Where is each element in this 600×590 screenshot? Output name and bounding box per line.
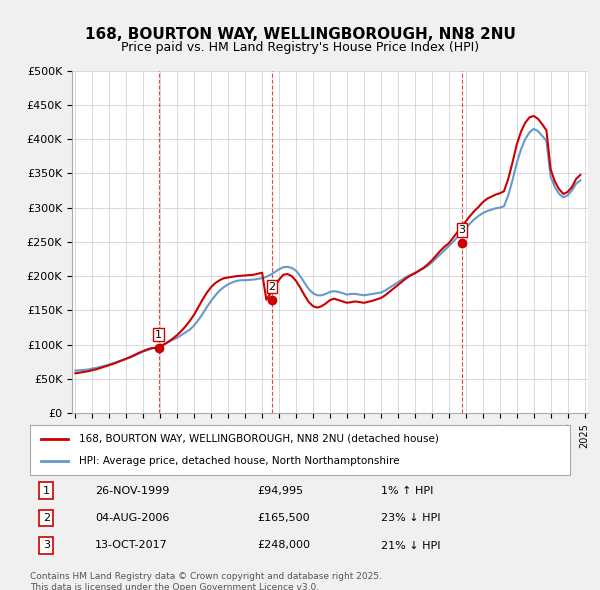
Text: 2: 2 — [268, 281, 275, 291]
Text: 1: 1 — [155, 330, 162, 340]
Text: 3: 3 — [458, 225, 466, 235]
Text: £165,500: £165,500 — [257, 513, 310, 523]
Text: 26-NOV-1999: 26-NOV-1999 — [95, 486, 169, 496]
Text: HPI: Average price, detached house, North Northamptonshire: HPI: Average price, detached house, Nort… — [79, 456, 399, 466]
Text: 3: 3 — [43, 540, 50, 550]
Text: 1% ↑ HPI: 1% ↑ HPI — [381, 486, 433, 496]
Text: Contains HM Land Registry data © Crown copyright and database right 2025.
This d: Contains HM Land Registry data © Crown c… — [30, 572, 382, 590]
Text: 1: 1 — [43, 486, 50, 496]
Text: 04-AUG-2006: 04-AUG-2006 — [95, 513, 169, 523]
Text: 23% ↓ HPI: 23% ↓ HPI — [381, 513, 440, 523]
Text: Price paid vs. HM Land Registry's House Price Index (HPI): Price paid vs. HM Land Registry's House … — [121, 41, 479, 54]
Text: 2: 2 — [43, 513, 50, 523]
Text: 21% ↓ HPI: 21% ↓ HPI — [381, 540, 440, 550]
Text: £94,995: £94,995 — [257, 486, 303, 496]
Text: £248,000: £248,000 — [257, 540, 310, 550]
Text: 13-OCT-2017: 13-OCT-2017 — [95, 540, 167, 550]
Text: 168, BOURTON WAY, WELLINGBOROUGH, NN8 2NU: 168, BOURTON WAY, WELLINGBOROUGH, NN8 2N… — [85, 27, 515, 41]
Text: 168, BOURTON WAY, WELLINGBOROUGH, NN8 2NU (detached house): 168, BOURTON WAY, WELLINGBOROUGH, NN8 2N… — [79, 434, 439, 444]
